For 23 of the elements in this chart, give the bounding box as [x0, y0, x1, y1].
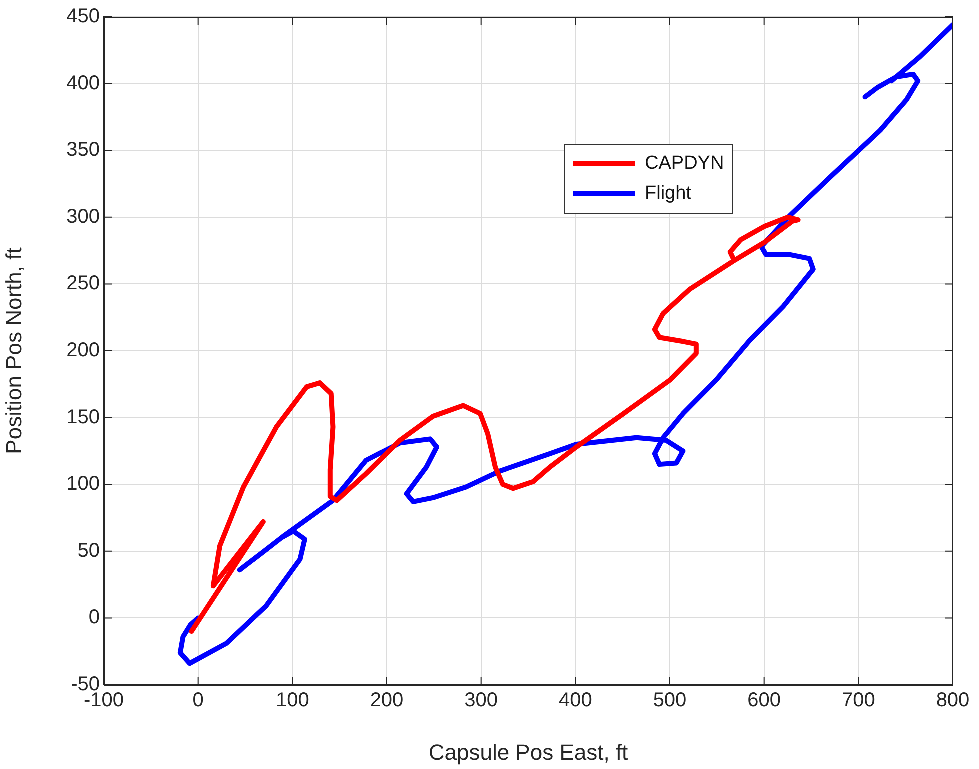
y-tick-label: 200 [66, 340, 100, 362]
x-tick-label: 600 [748, 690, 782, 712]
x-tick-label: 300 [464, 690, 498, 712]
y-tick-label: 0 [88, 606, 100, 629]
x-tick-label: 100 [276, 690, 310, 712]
x-axis-title: Capsule Pos East, ft [428, 740, 628, 765]
x-tick-label: 800 [936, 690, 970, 712]
x-tick-label: 700 [842, 690, 876, 712]
x-tick-label: 200 [370, 690, 404, 712]
y-tick-label: 450 [66, 6, 100, 28]
y-tick-label: 150 [66, 406, 100, 428]
y-axis-title: Position Pos North, ft [1, 248, 26, 454]
y-tick-label: 300 [66, 206, 100, 228]
x-tick-label: 500 [653, 690, 687, 712]
y-tick-label: 400 [66, 72, 100, 94]
legend-label: Flight [645, 182, 692, 205]
x-tick-label: 0 [192, 690, 204, 712]
legend-label: CAPDYN [645, 152, 724, 175]
y-tick-label: 50 [78, 540, 100, 562]
y-tick-label: 350 [66, 139, 100, 162]
x-tick-label: 400 [558, 690, 592, 712]
y-tick-label: 250 [66, 272, 100, 295]
y-tick-label: 100 [66, 473, 100, 496]
